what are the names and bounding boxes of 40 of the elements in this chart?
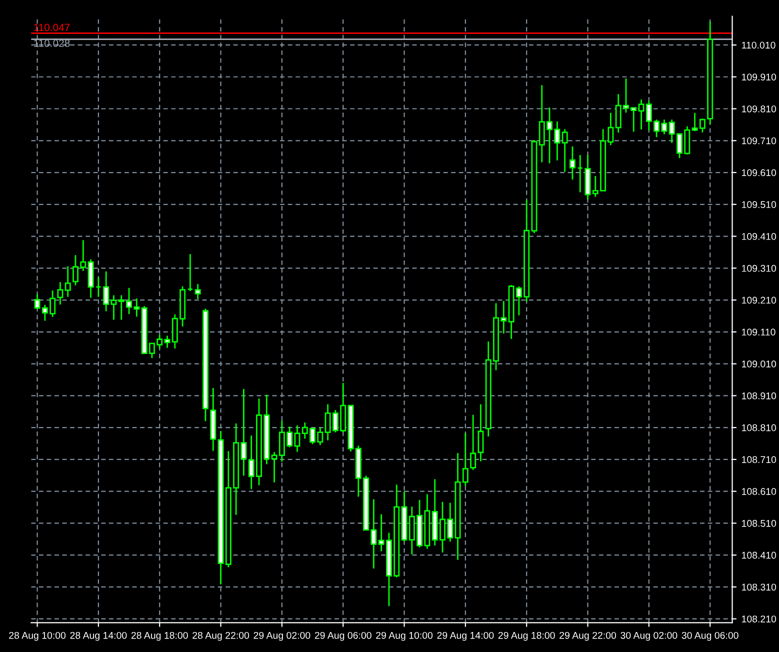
x-tick-label: 29 Aug 06:00 (314, 632, 372, 641)
y-tick-label: 109.510 (742, 201, 776, 208)
candlestick (562, 128, 568, 173)
y-tick-label: 108.310 (742, 584, 776, 591)
ref-line-label: 110.047 (34, 24, 70, 32)
x-tick-label: 29 Aug 02:00 (254, 632, 310, 641)
x-tick-label: 29 Aug 10:00 (376, 632, 433, 641)
candlestick (194, 283, 201, 300)
y-tick-label: 109.610 (742, 169, 776, 176)
y-tick-label: 108.810 (742, 424, 776, 432)
x-tick-label: 28 Aug 18:00 (131, 632, 188, 641)
candlestick (569, 146, 576, 180)
candlestick (95, 276, 102, 298)
candlestick (187, 253, 194, 292)
x-tick-label: 30 Aug 02:00 (620, 632, 678, 641)
x-tick-label: 30 Aug 06:00 (682, 632, 738, 641)
x-tick-label: 28 Aug 14:00 (70, 632, 127, 641)
x-tick-label: 28 Aug 22:00 (192, 632, 250, 641)
y-tick-label: 108.910 (742, 392, 776, 400)
y-tick-label: 109.110 (742, 328, 776, 336)
y-tick-label: 108.410 (742, 552, 776, 559)
y-tick-label: 108.210 (742, 616, 776, 622)
y-tick-label: 109.010 (742, 360, 776, 368)
y-tick-label: 109.710 (742, 137, 776, 144)
x-tick-label: 29 Aug 18:00 (498, 632, 555, 641)
y-tick-label: 110.010 (742, 42, 776, 49)
x-tick-label: 29 Aug 14:00 (437, 632, 494, 641)
candlestick (164, 335, 170, 349)
y-tick-label: 109.810 (742, 105, 776, 112)
y-tick-label: 109.310 (742, 264, 776, 272)
y-tick-label: 108.610 (742, 488, 776, 495)
x-tick-label: 28 Aug 10:00 (9, 632, 66, 641)
candlestick (577, 154, 584, 193)
y-tick-label: 108.710 (742, 456, 776, 464)
candlestick (64, 266, 71, 298)
y-tick-label: 108.510 (742, 520, 776, 527)
y-tick-label: 109.210 (742, 296, 776, 304)
y-tick-label: 109.910 (742, 74, 776, 80)
y-tick-label: 109.410 (742, 233, 776, 240)
x-tick-label: 29 Aug 22:00 (560, 632, 616, 641)
